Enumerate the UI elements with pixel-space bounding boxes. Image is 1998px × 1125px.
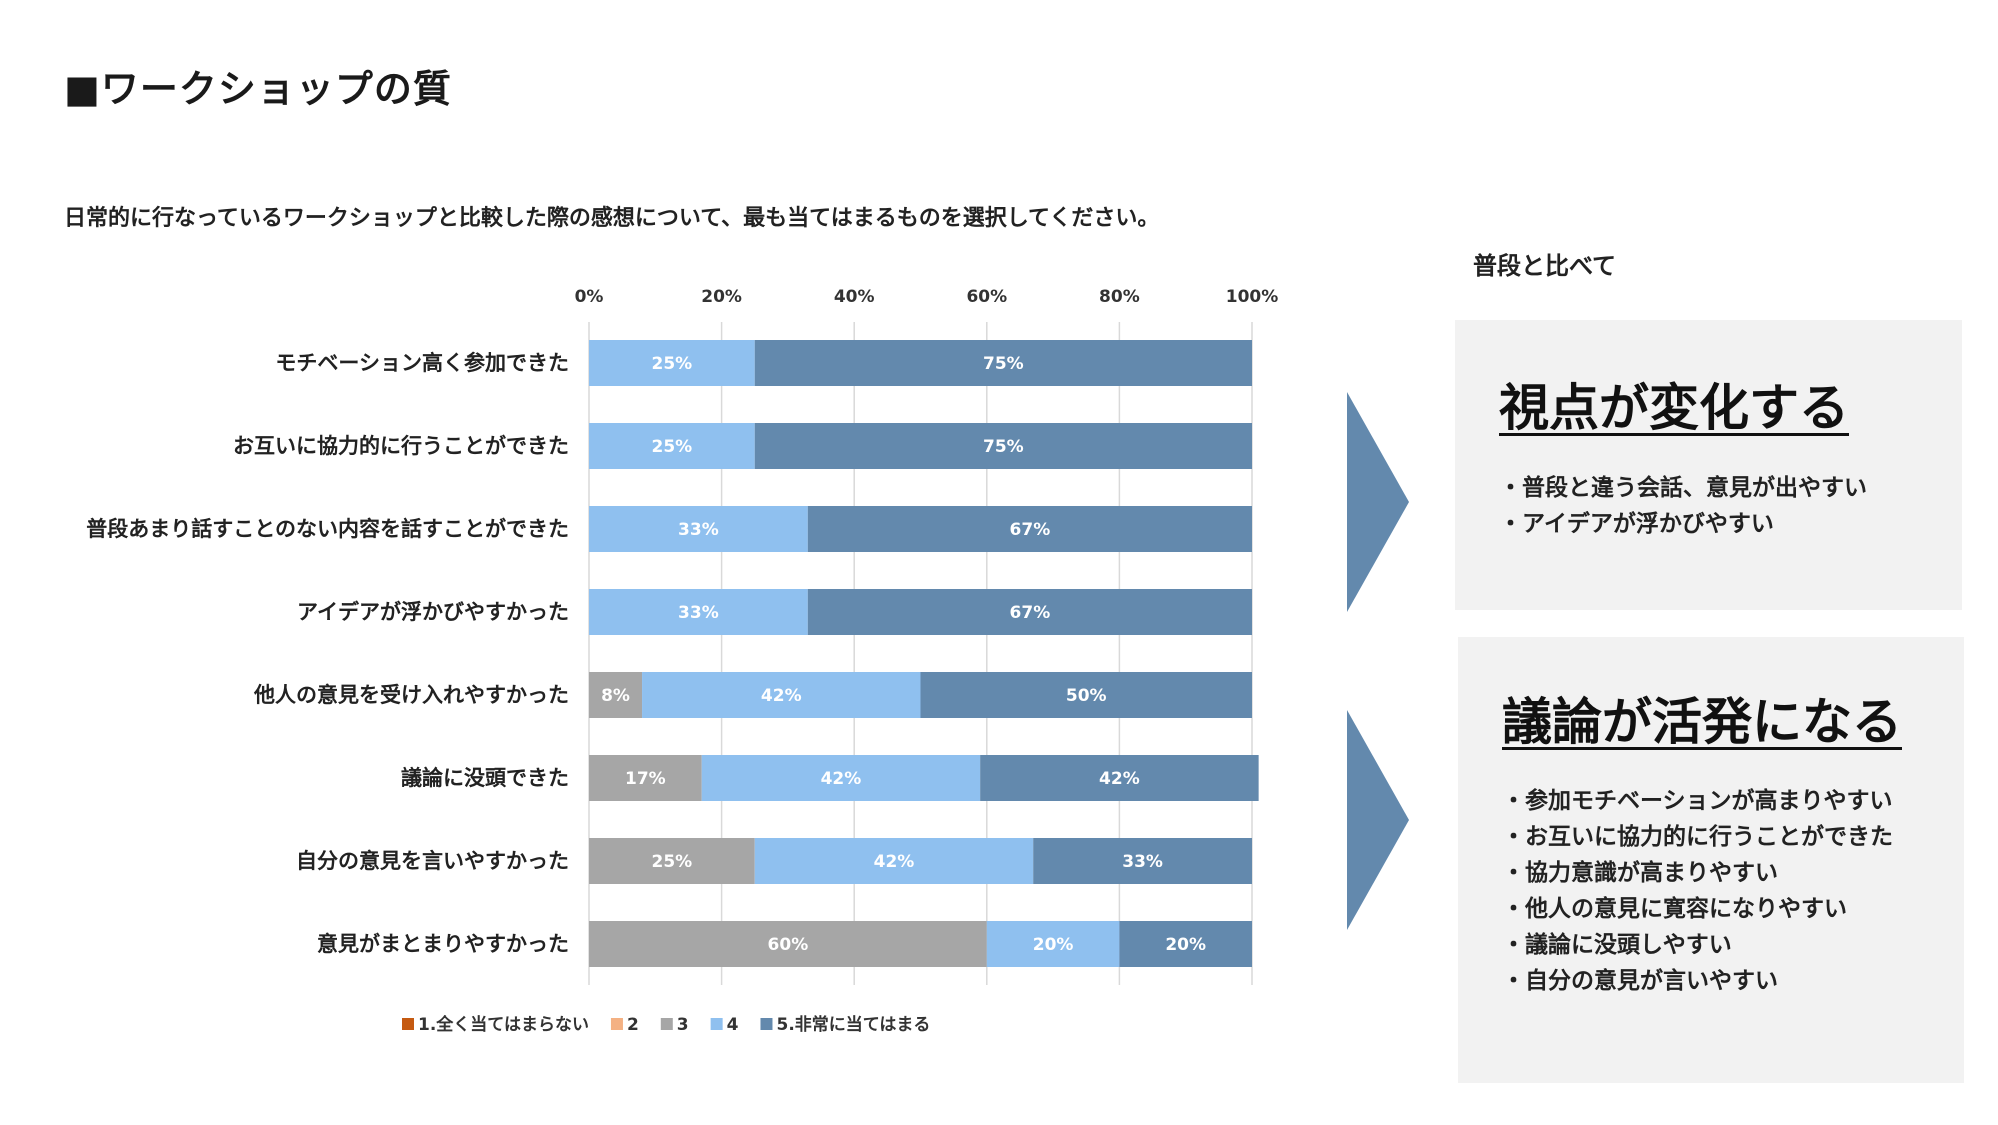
legend-label: 2 bbox=[627, 1015, 639, 1035]
bullet-item: ・普段と違う会話、意見が出やすい bbox=[1499, 475, 1867, 501]
bar-segment bbox=[1119, 921, 1252, 967]
bullet-item: ・協力意識が高まりやすい bbox=[1502, 860, 1778, 886]
category-label: アイデアが浮かびやすかった bbox=[297, 600, 569, 624]
survey-question: 日常的に行なっているワークショップと比較した際の感想について、最も当てはまるもの… bbox=[64, 206, 1160, 231]
x-tick-label: 40% bbox=[834, 287, 875, 307]
bar-segment bbox=[589, 755, 702, 801]
data-label: 25% bbox=[652, 354, 693, 374]
bar-segment bbox=[589, 921, 987, 967]
bullet-list: ・参加モチベーションが高まりやすい ・お互いに協力的に行うことができた ・協力意… bbox=[1502, 783, 1893, 999]
legend-swatch bbox=[402, 1018, 414, 1030]
bullet-list: ・普段と違う会話、意見が出やすい ・アイデアが浮かびやすい bbox=[1499, 470, 1867, 542]
arrow-right-icon bbox=[1347, 710, 1409, 930]
legend-swatch bbox=[660, 1018, 673, 1030]
x-tick-label: 60% bbox=[966, 287, 1007, 307]
data-label: 33% bbox=[678, 603, 719, 623]
arrow-right-icon bbox=[1347, 392, 1409, 612]
data-label: 42% bbox=[1099, 769, 1140, 789]
legend-swatch bbox=[710, 1018, 723, 1030]
bar-segment bbox=[1033, 838, 1252, 884]
data-label: 67% bbox=[1010, 520, 1051, 540]
bar-segment bbox=[589, 672, 643, 718]
stacked-bar-chart: 0% 20% 40% 60% 80% 100% 25% 75% 25% 75% 33% 67% 33%… bbox=[86, 287, 1279, 1035]
data-label: 75% bbox=[983, 437, 1024, 457]
data-label: 50% bbox=[1066, 686, 1107, 706]
data-label: 75% bbox=[983, 354, 1024, 374]
legend-label: 4 bbox=[727, 1015, 739, 1035]
bar-segment bbox=[986, 921, 1120, 967]
data-label: 67% bbox=[1010, 603, 1051, 623]
bar-segment bbox=[754, 340, 1252, 386]
bar-segment bbox=[701, 755, 981, 801]
category-label: 意見がまとまりやすかった bbox=[317, 932, 569, 956]
data-label: 42% bbox=[821, 769, 862, 789]
legend-label: 5.非常に当てはまる bbox=[776, 1014, 930, 1035]
category-label: お互いに協力的に行うことができた bbox=[233, 434, 569, 458]
bullet-item: ・参加モチベーションが高まりやすい bbox=[1502, 788, 1893, 814]
summary-panel-perspective: 視点が変化する ・普段と違う会話、意見が出やすい ・アイデアが浮かびやすい bbox=[1455, 320, 1962, 610]
category-label: 議論に没頭できた bbox=[401, 766, 569, 790]
category-label: 普段あまり話すことのない内容を話すことができた bbox=[86, 517, 569, 541]
panel-title: 視点が変化する bbox=[1499, 379, 1849, 437]
chart-legend: 1.全く当てはまらない 2 3 4 5.非常に当てはまる bbox=[402, 1014, 930, 1035]
bar-segment bbox=[642, 672, 921, 718]
bar-segment bbox=[589, 589, 808, 635]
bar-segment bbox=[589, 340, 755, 386]
data-label: 8% bbox=[601, 686, 630, 706]
bullet-item: ・議論に没頭しやすい bbox=[1502, 932, 1732, 958]
bar-segment bbox=[754, 423, 1252, 469]
data-label: 17% bbox=[625, 769, 666, 789]
data-label: 25% bbox=[652, 852, 693, 872]
bar-segment bbox=[754, 838, 1034, 884]
bullet-item: ・アイデアが浮かびやすい bbox=[1499, 511, 1774, 537]
legend-label: 1.全く当てはまらない bbox=[418, 1014, 589, 1035]
x-tick-label: 20% bbox=[701, 287, 742, 307]
category-label: 他人の意見を受け入れやすかった bbox=[253, 683, 569, 707]
x-tick-label: 80% bbox=[1099, 287, 1140, 307]
data-label: 60% bbox=[768, 935, 809, 955]
x-axis-ticks: 0% 20% 40% 60% 80% 100% bbox=[575, 287, 1279, 307]
chart-bars: 25% 75% 25% 75% 33% 67% 33% 67% 8% 42% 50% 17% 42% 42… bbox=[589, 340, 1259, 967]
bar-segment bbox=[920, 672, 1252, 718]
data-label: 33% bbox=[1122, 852, 1163, 872]
x-tick-label: 0% bbox=[575, 287, 604, 307]
data-label: 20% bbox=[1165, 935, 1206, 955]
bar-segment bbox=[589, 838, 755, 884]
legend-label: 3 bbox=[677, 1015, 689, 1035]
category-labels: モチベーション高く参加できたお互いに協力的に行うことができた普段あまり話すことの… bbox=[86, 351, 569, 956]
data-label: 25% bbox=[652, 437, 693, 457]
panel-title: 議論が活発になる bbox=[1502, 693, 1902, 751]
data-label: 42% bbox=[874, 852, 915, 872]
bullet-item: ・お互いに協力的に行うことができた bbox=[1502, 824, 1893, 850]
bar-segment bbox=[980, 755, 1259, 801]
bar-segment bbox=[807, 506, 1252, 552]
category-label: 自分の意見を言いやすかった bbox=[296, 849, 569, 873]
bullet-item: ・自分の意見が言いやすい bbox=[1502, 968, 1778, 994]
category-label: モチベーション高く参加できた bbox=[275, 351, 569, 375]
legend-swatch bbox=[610, 1018, 623, 1030]
x-tick-label: 100% bbox=[1226, 287, 1279, 307]
data-label: 33% bbox=[678, 520, 719, 540]
compare-heading: 普段と比べて bbox=[1473, 252, 1617, 280]
data-label: 42% bbox=[761, 686, 802, 706]
summary-panel-discussion: 議論が活発になる ・参加モチベーションが高まりやすい ・お互いに協力的に行うこと… bbox=[1458, 637, 1964, 1083]
data-label: 20% bbox=[1033, 935, 1074, 955]
legend-swatch bbox=[760, 1018, 773, 1030]
bullet-item: ・他人の意見に寛容になりやすい bbox=[1502, 896, 1847, 922]
bar-segment bbox=[589, 423, 755, 469]
bar-segment bbox=[807, 589, 1252, 635]
slide-title: ■ワークショップの質 bbox=[64, 67, 452, 111]
chart-grid bbox=[588, 322, 1253, 985]
bar-segment bbox=[589, 506, 808, 552]
